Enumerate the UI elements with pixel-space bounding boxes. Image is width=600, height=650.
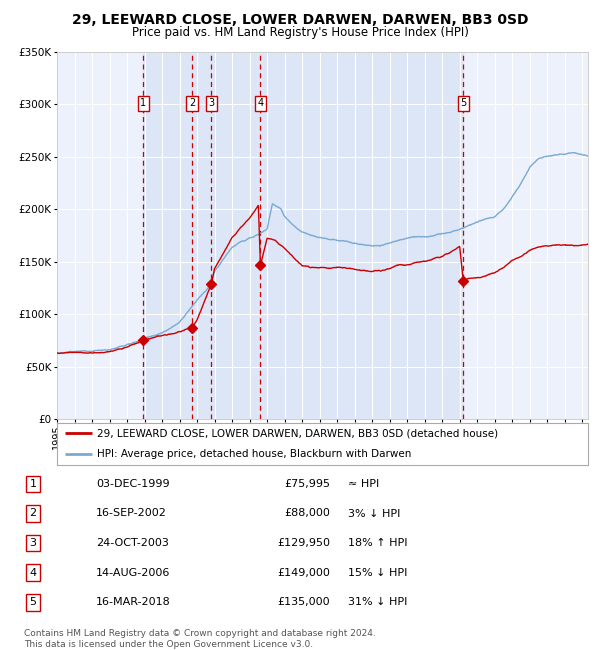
Text: £75,995: £75,995 [284, 479, 330, 489]
Text: 31% ↓ HPI: 31% ↓ HPI [348, 597, 407, 607]
Text: 5: 5 [29, 597, 37, 607]
Text: 29, LEEWARD CLOSE, LOWER DARWEN, DARWEN, BB3 0SD: 29, LEEWARD CLOSE, LOWER DARWEN, DARWEN,… [72, 13, 528, 27]
Text: £135,000: £135,000 [277, 597, 330, 607]
Text: 5: 5 [460, 98, 466, 109]
Text: 2: 2 [189, 98, 195, 109]
Text: 1: 1 [29, 479, 37, 489]
Text: 14-AUG-2006: 14-AUG-2006 [96, 567, 170, 578]
Text: 3: 3 [208, 98, 214, 109]
Text: 3: 3 [29, 538, 37, 548]
Text: 15% ↓ HPI: 15% ↓ HPI [348, 567, 407, 578]
Text: £129,950: £129,950 [277, 538, 330, 548]
Text: 03-DEC-1999: 03-DEC-1999 [96, 479, 170, 489]
Text: £149,000: £149,000 [277, 567, 330, 578]
Text: £88,000: £88,000 [284, 508, 330, 519]
Text: 2: 2 [29, 508, 37, 519]
Text: ≈ HPI: ≈ HPI [348, 479, 379, 489]
Text: Contains HM Land Registry data © Crown copyright and database right 2024.
This d: Contains HM Land Registry data © Crown c… [24, 629, 376, 649]
Text: 1: 1 [140, 98, 146, 109]
Text: 16-SEP-2002: 16-SEP-2002 [96, 508, 167, 519]
Text: 4: 4 [29, 567, 37, 578]
Text: HPI: Average price, detached house, Blackburn with Darwen: HPI: Average price, detached house, Blac… [97, 449, 411, 459]
Text: 16-MAR-2018: 16-MAR-2018 [96, 597, 171, 607]
Text: 24-OCT-2003: 24-OCT-2003 [96, 538, 169, 548]
Text: 29, LEEWARD CLOSE, LOWER DARWEN, DARWEN, BB3 0SD (detached house): 29, LEEWARD CLOSE, LOWER DARWEN, DARWEN,… [97, 428, 498, 438]
Text: 18% ↑ HPI: 18% ↑ HPI [348, 538, 407, 548]
Text: Price paid vs. HM Land Registry's House Price Index (HPI): Price paid vs. HM Land Registry's House … [131, 26, 469, 39]
Text: 4: 4 [257, 98, 263, 109]
Bar [143, 52, 463, 419]
Text: 3% ↓ HPI: 3% ↓ HPI [348, 508, 400, 519]
